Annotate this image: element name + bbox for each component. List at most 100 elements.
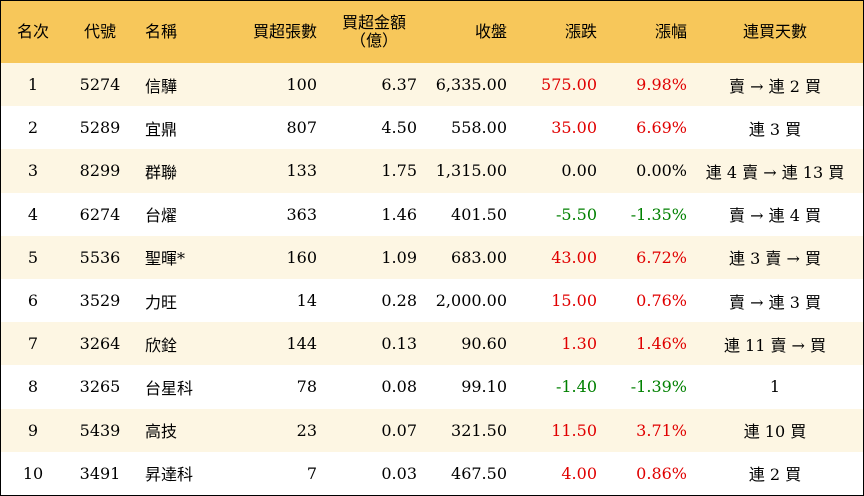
cell-buy-shares: 133 xyxy=(286,161,317,181)
cell-change: 15.00 xyxy=(551,291,597,311)
header-buy-amount: 買超金額 （億） xyxy=(317,1,417,63)
cell-buy-shares: 807 xyxy=(286,118,317,138)
cell-streak: 賣 → 連 3 買 xyxy=(729,292,821,312)
cell-name: 群聯 xyxy=(145,162,178,182)
cell-code: 5289 xyxy=(79,118,121,138)
cell-close: 99.10 xyxy=(461,377,507,397)
cell-buy-amount: 1.46 xyxy=(381,204,417,224)
cell-code: 3264 xyxy=(79,334,121,354)
cell-buy-amount: 0.07 xyxy=(381,420,417,440)
cell-buy-shares: 160 xyxy=(286,247,317,267)
cell-name: 信驊 xyxy=(145,76,178,96)
cell-close: 683.00 xyxy=(451,247,507,267)
cell-close: 6,335.00 xyxy=(435,75,507,95)
cell-code: 3265 xyxy=(79,377,121,397)
cell-rank: 7 xyxy=(27,334,39,354)
cell-name: 聖暉* xyxy=(145,249,186,269)
cell-change: 11.50 xyxy=(551,420,597,440)
table-row: 10 3491 昇達科 7 0.03 467.50 4.00 0.86% 連 2 買 xyxy=(1,451,863,495)
cell-change-pct: 0.86% xyxy=(636,463,687,483)
table-row: 2 5289 宜鼎 807 4.50 558.00 35.00 6.69% 連 3 買 xyxy=(1,106,863,150)
cell-change: 575.00 xyxy=(541,75,597,95)
cell-name: 高技 xyxy=(145,422,178,442)
cell-code: 5536 xyxy=(79,247,121,267)
cell-change: 1.30 xyxy=(561,334,597,354)
cell-change: 0.00 xyxy=(561,161,597,181)
cell-change: 4.00 xyxy=(561,463,597,483)
cell-code: 5274 xyxy=(79,75,121,95)
cell-change: 35.00 xyxy=(551,118,597,138)
table-row: 9 5439 高技 23 0.07 321.50 11.50 3.71% 連 10 買 xyxy=(1,408,863,452)
cell-code: 3491 xyxy=(79,463,121,483)
cell-streak: 1 xyxy=(769,377,781,397)
cell-buy-amount: 1.75 xyxy=(381,161,417,181)
cell-change: -5.50 xyxy=(555,204,597,224)
cell-buy-amount: 0.13 xyxy=(381,334,417,354)
cell-streak: 賣 → 連 2 買 xyxy=(729,76,821,96)
cell-buy-shares: 100 xyxy=(286,75,317,95)
cell-buy-amount: 1.09 xyxy=(381,247,417,267)
cell-rank: 1 xyxy=(27,75,39,95)
cell-code: 8299 xyxy=(79,161,121,181)
header-change-pct: 漲幅 xyxy=(654,21,687,41)
cell-change: -1.40 xyxy=(555,377,597,397)
header-change: 漲跌 xyxy=(564,21,597,41)
cell-rank: 2 xyxy=(27,118,39,138)
cell-rank: 3 xyxy=(27,161,39,181)
cell-buy-shares: 78 xyxy=(296,377,317,397)
cell-rank: 4 xyxy=(27,204,39,224)
cell-streak: 連 11 賣 → 買 xyxy=(723,335,827,355)
header-buy-shares: 買超張數 xyxy=(252,21,317,41)
cell-buy-shares: 363 xyxy=(286,204,317,224)
cell-change-pct: 0.76% xyxy=(636,291,687,311)
table-row: 3 8299 群聯 133 1.75 1,315.00 0.00 0.00% 連 4 賣 → 連… xyxy=(1,149,863,193)
cell-name: 昇達科 xyxy=(145,465,194,485)
cell-close: 467.50 xyxy=(451,463,507,483)
table-row: 5 5536 聖暉* 160 1.09 683.00 43.00 6.72% 連 3 賣 → 買 xyxy=(1,235,863,279)
table-row: 8 3265 台星科 78 0.08 99.10 -1.40 -1.39% 1 xyxy=(1,365,863,409)
header-close: 收盤 xyxy=(474,21,507,41)
table-header-row: 名次 代號 名稱 買超張數 買超金額 （億） 收盤 漲跌 漲幅 連買天數 xyxy=(1,1,863,63)
cell-rank: 10 xyxy=(22,463,44,483)
cell-change-pct: 6.69% xyxy=(636,118,687,138)
cell-buy-amount: 0.28 xyxy=(381,291,417,311)
cell-rank: 8 xyxy=(27,377,39,397)
cell-buy-shares: 14 xyxy=(296,291,317,311)
header-code: 代號 xyxy=(83,21,116,41)
header-buy-amount-unit: （億） xyxy=(349,31,398,50)
cell-buy-shares: 23 xyxy=(296,420,317,440)
cell-rank: 9 xyxy=(27,420,39,440)
table-row: 6 3529 力旺 14 0.28 2,000.00 15.00 0.76% 賣 → 連 3 買 xyxy=(1,278,863,323)
cell-change-pct: 9.98% xyxy=(636,75,687,95)
cell-change: 43.00 xyxy=(551,247,597,267)
cell-change-pct: 3.71% xyxy=(636,420,687,440)
cell-rank: 6 xyxy=(27,291,39,311)
table-body: 1 5274 信驊 100 6.37 6,335.00 575.00 9.98% 賣 → 連 2… xyxy=(1,63,863,495)
cell-buy-shares: 144 xyxy=(286,334,317,354)
table-row: 4 6274 台燿 363 1.46 401.50 -5.50 -1.35% 賣 → 連 4 買 xyxy=(1,192,863,236)
cell-close: 321.50 xyxy=(451,420,507,440)
cell-streak: 連 10 買 xyxy=(743,422,807,442)
cell-code: 6274 xyxy=(79,204,121,224)
cell-name: 宜鼎 xyxy=(145,119,178,139)
cell-close: 401.50 xyxy=(451,204,507,224)
cell-name: 欣銓 xyxy=(145,335,178,355)
header-rank: 名次 xyxy=(16,21,49,41)
cell-rank: 5 xyxy=(27,247,39,267)
cell-buy-amount: 0.08 xyxy=(381,377,417,397)
cell-close: 2,000.00 xyxy=(435,291,507,311)
cell-buy-shares: 7 xyxy=(306,463,317,483)
cell-streak: 連 3 買 xyxy=(748,119,802,139)
cell-name: 台燿 xyxy=(145,206,178,226)
cell-name: 台星科 xyxy=(145,378,194,398)
cell-streak: 連 2 買 xyxy=(748,465,802,485)
cell-change-pct: 1.46% xyxy=(636,334,687,354)
cell-buy-amount: 6.37 xyxy=(381,75,417,95)
cell-name: 力旺 xyxy=(145,292,178,312)
table-row: 1 5274 信驊 100 6.37 6,335.00 575.00 9.98% 賣 → 連 2… xyxy=(1,63,863,107)
header-name: 名稱 xyxy=(145,21,178,41)
cell-close: 558.00 xyxy=(451,118,507,138)
cell-streak: 連 3 賣 → 買 xyxy=(729,249,821,269)
